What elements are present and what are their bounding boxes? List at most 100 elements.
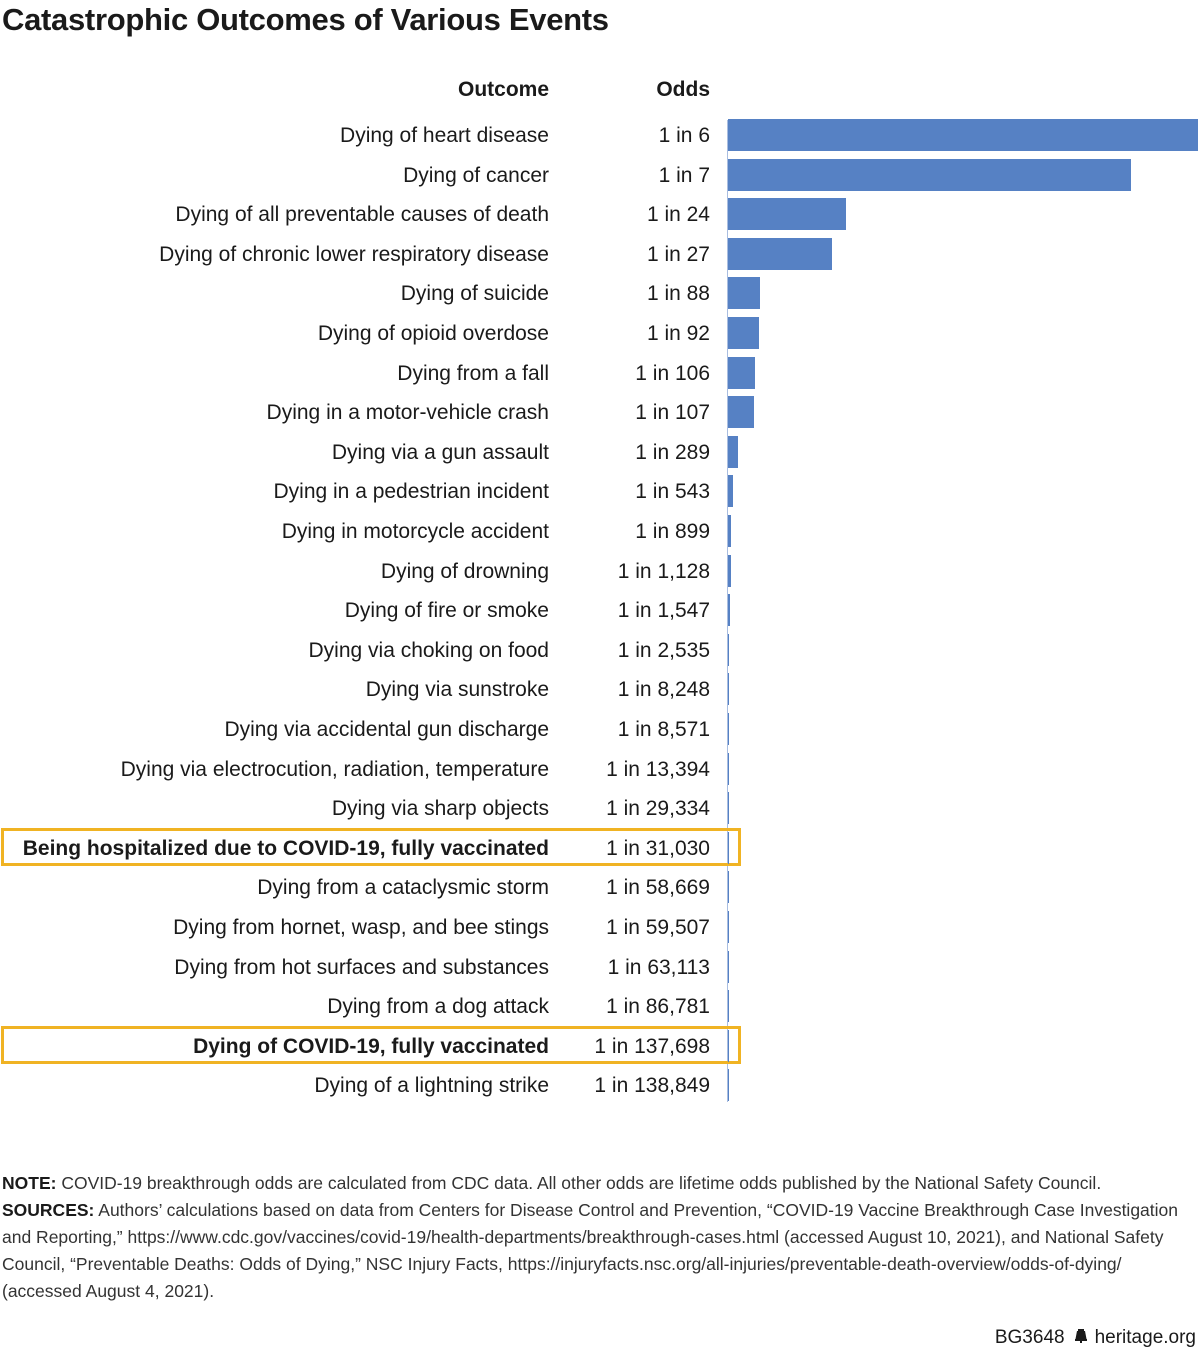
odds-label: 1 in 543 — [635, 480, 710, 504]
category-label: Dying of heart disease — [340, 124, 549, 147]
note-label: NOTE: — [2, 1173, 57, 1193]
odds-label: 1 in 7 — [658, 163, 710, 187]
chart-row: Dying via choking on food 1 in 2,535 — [0, 633, 1200, 673]
chart-row: Dying via electrocution, radiation, temp… — [0, 752, 1200, 792]
bar — [728, 950, 729, 983]
chart-row: Being hospitalized due to COVID-19, full… — [0, 831, 1200, 871]
category-label: Dying from hot surfaces and substances — [174, 955, 549, 979]
odds-label: 1 in 899 — [635, 520, 710, 543]
category-label: Dying from a dog attack — [327, 995, 549, 1019]
chart-row: Dying of cancer 1 in 7 — [0, 158, 1200, 198]
chart-row: Dying via a gun assault 1 in 289 — [0, 435, 1200, 475]
bar — [728, 158, 1131, 191]
sources-line: SOURCES: Authors’ calculations based on … — [2, 1197, 1197, 1305]
category-label: Dying in motorcycle accident — [281, 520, 549, 543]
bar — [728, 317, 759, 349]
bar — [728, 554, 731, 587]
chart-row: Dying via sharp objects 1 in 29,334 — [0, 791, 1200, 831]
category-label: Dying of COVID-19, fully vaccinated — [193, 1034, 549, 1058]
category-label: Dying from a fall — [397, 361, 549, 385]
bar — [728, 633, 730, 666]
bar — [728, 990, 729, 1023]
note-line: NOTE: COVID-19 breakthrough odds are cal… — [2, 1170, 1197, 1197]
bar — [728, 911, 729, 943]
chart-row: Dying via sunstroke 1 in 8,248 — [0, 672, 1200, 712]
odds-label: 1 in 24 — [646, 203, 710, 227]
bar — [728, 792, 729, 825]
sources-label: SOURCES: — [2, 1200, 95, 1220]
odds-label: 1 in 107 — [635, 401, 710, 425]
odds-label: 1 in 8,248 — [617, 678, 710, 702]
category-label: Dying of chronic lower respiratory disea… — [159, 242, 549, 266]
category-label: Dying of a lightning strike — [314, 1074, 549, 1098]
odds-label: 1 in 106 — [635, 361, 710, 385]
outcome-column-header: Outcome — [457, 78, 549, 101]
chart-row: Dying of heart disease 1 in 6 — [0, 118, 1200, 158]
odds-label: 1 in 13,394 — [606, 757, 710, 781]
bar — [728, 356, 755, 389]
bar — [728, 475, 734, 508]
chart-row: Dying from a fall 1 in 106 — [0, 356, 1200, 396]
odds-label: 1 in 58,669 — [606, 876, 710, 900]
bar — [728, 713, 729, 745]
category-label: Being hospitalized due to COVID-19, full… — [22, 836, 549, 860]
chart-row: Dying from hot surfaces and substances 1 … — [0, 950, 1200, 990]
highlight-box — [1, 1025, 741, 1064]
bar — [728, 1069, 729, 1102]
chart-row: Dying of opioid overdose 1 in 92 — [0, 316, 1200, 356]
chart-row: Dying from a dog attack 1 in 86,781 — [0, 989, 1200, 1029]
category-label: Dying in a motor-vehicle crash — [266, 401, 549, 425]
chart-row: Dying of COVID-19, fully vaccinated 1 in … — [0, 1029, 1200, 1069]
bar — [728, 515, 732, 547]
odds-label: 1 in 63,113 — [607, 955, 710, 979]
chart-row: Dying from a cataclysmic storm 1 in 58,66… — [0, 870, 1200, 910]
odds-label: 1 in 1,128 — [617, 559, 710, 583]
bar — [728, 1029, 729, 1062]
chart-row: Dying of a lightning strike 1 in 138,849 — [0, 1068, 1200, 1108]
sources-text: Authors’ calculations based on data from… — [2, 1200, 1178, 1301]
category-label: Dying of cancer — [403, 163, 549, 187]
bar — [728, 396, 755, 429]
chart-row: Dying of fire or smoke 1 in 1,547 — [0, 593, 1200, 633]
chart-row: Dying in a motor-vehicle crash 1 in 107 — [0, 395, 1200, 435]
chart-row: Dying of drowning 1 in 1,128 — [0, 554, 1200, 594]
bar — [728, 237, 833, 270]
bar — [728, 871, 729, 904]
chart-rows: Dying of heart disease 1 in 6 Dying of can… — [0, 118, 1200, 1102]
bar — [728, 119, 1198, 151]
category-label: Dying via accidental gun discharge — [224, 718, 549, 741]
category-label: Dying via sunstroke — [365, 678, 549, 702]
odds-label: 1 in 138,849 — [594, 1074, 710, 1098]
odds-label: 1 in 8,571 — [617, 718, 710, 741]
chart-row: Dying in motorcycle accident 1 in 899 — [0, 514, 1200, 554]
note-text: COVID-19 breakthrough odds are calculate… — [56, 1173, 1102, 1193]
odds-label: 1 in 137,698 — [594, 1034, 710, 1058]
category-label: Dying from hornet, wasp, and bee stings — [173, 916, 549, 939]
odds-label: 1 in 59,507 — [606, 916, 710, 939]
bar-baseline — [727, 120, 728, 1102]
odds-label: 1 in 27 — [646, 242, 710, 266]
chart-title: Catastrophic Outcomes of Various Events — [2, 2, 609, 37]
odds-label: 1 in 31,030 — [606, 836, 710, 860]
odds-label: 1 in 88 — [646, 282, 710, 306]
odds-label: 1 in 289 — [635, 440, 710, 464]
category-label: Dying in a pedestrian incident — [273, 480, 549, 504]
category-label: Dying of drowning — [380, 559, 549, 583]
category-label: Dying via choking on food — [308, 638, 550, 662]
odds-label: 1 in 92 — [646, 322, 710, 345]
chart-row: Dying of all preventable causes of death… — [0, 197, 1200, 237]
report-code: BG3648 — [994, 1327, 1065, 1348]
category-label: Dying via a gun assault — [331, 440, 549, 464]
bar — [728, 673, 729, 706]
site-name: heritage.org — [1094, 1327, 1196, 1348]
highlight-box — [1, 827, 741, 866]
odds-label: 1 in 29,334 — [606, 797, 710, 821]
notes-block: NOTE: COVID-19 breakthrough odds are cal… — [2, 1170, 1197, 1305]
category-label: Dying via electrocution, radiation, temp… — [120, 757, 549, 781]
category-label: Dying of all preventable causes of death — [175, 203, 549, 227]
odds-label: 1 in 1,547 — [617, 599, 710, 623]
bar — [728, 752, 729, 785]
category-label: Dying from a cataclysmic storm — [257, 876, 549, 900]
chart-row: Dying of chronic lower respiratory disea… — [0, 237, 1200, 277]
bar — [728, 277, 761, 310]
